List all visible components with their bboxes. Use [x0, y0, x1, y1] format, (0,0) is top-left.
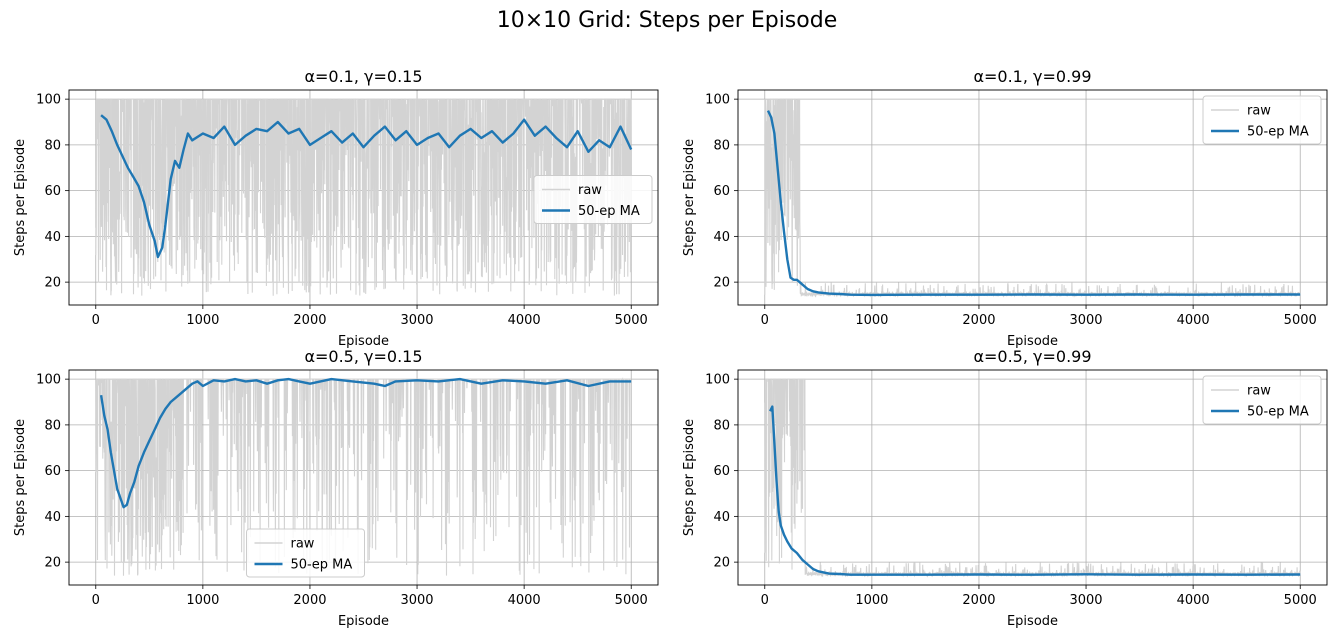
- legend-label: raw: [578, 183, 602, 198]
- y-tick-label: 60: [713, 464, 730, 479]
- legend-label: 50-ep MA: [1247, 405, 1309, 420]
- x-tick-label: 1000: [855, 313, 888, 328]
- x-tick-label: 1000: [855, 593, 888, 608]
- axes-frame: [737, 369, 1328, 586]
- ma-series-line: [766, 110, 1301, 297]
- y-tick-label: 40: [44, 230, 61, 245]
- y-tick-label: 40: [44, 510, 61, 525]
- y-tick-label: 100: [36, 373, 61, 388]
- x-tick-label: 3000: [1069, 313, 1102, 328]
- y-tick-label: 80: [44, 138, 61, 153]
- raw-series-line: [95, 98, 632, 296]
- ma-series-line: [769, 405, 1301, 576]
- axes-frame: [68, 369, 659, 586]
- x-tick-label: 2000: [962, 593, 995, 608]
- x-tick-label: 2000: [293, 313, 326, 328]
- y-tick-label: 20: [44, 276, 61, 291]
- ma-series-line: [99, 377, 632, 509]
- x-tick-label: 4000: [1177, 313, 1210, 328]
- x-tick-label: 5000: [615, 593, 648, 608]
- x-tick-label: 4000: [508, 313, 541, 328]
- y-axis-label: Steps per Episode: [13, 419, 28, 536]
- subplot-title: α=0.1, γ=0.15: [304, 67, 422, 86]
- raw-series-line: [95, 377, 632, 576]
- x-tick-label: 2000: [293, 593, 326, 608]
- axes-frame: [68, 89, 659, 306]
- subplot-4: 0 1000 2000 3000 4000 5000 20 40 60 80 100 α=0.5, γ…: [682, 347, 1328, 629]
- legend-label: 50-ep MA: [291, 558, 353, 573]
- x-tick-label: 4000: [508, 593, 541, 608]
- y-tick-label: 60: [44, 184, 61, 199]
- subplot-2: 0 1000 2000 3000 4000 5000 20 40 60 80 100 α=0.1, γ…: [682, 67, 1328, 349]
- x-axis-label: Episode: [338, 614, 389, 629]
- legend: raw 50-ep MA: [533, 175, 653, 224]
- y-axis-label: Steps per Episode: [682, 139, 697, 256]
- subplot-title: α=0.5, γ=0.99: [973, 347, 1091, 366]
- y-tick-label: 100: [705, 93, 730, 108]
- legend-label: 50-ep MA: [578, 204, 640, 219]
- x-tick-label: 1000: [186, 313, 219, 328]
- x-tick-label: 5000: [1284, 313, 1317, 328]
- ma-series-line: [100, 114, 633, 259]
- y-tick-label: 20: [44, 556, 61, 571]
- y-tick-label: 80: [713, 418, 730, 433]
- y-tick-label: 60: [713, 184, 730, 199]
- y-tick-label: 100: [705, 373, 730, 388]
- y-tick-label: 80: [44, 418, 61, 433]
- subplot-title: α=0.1, γ=0.99: [973, 67, 1091, 86]
- x-axis-label: Episode: [1007, 614, 1058, 629]
- subplot-3: 0 1000 2000 3000 4000 5000 20 40 60 80 100 α=0.5, γ…: [13, 347, 659, 629]
- y-tick-label: 60: [44, 464, 61, 479]
- y-tick-label: 40: [713, 510, 730, 525]
- y-tick-label: 80: [713, 138, 730, 153]
- x-tick-label: 0: [92, 593, 100, 608]
- x-tick-label: 3000: [1069, 593, 1102, 608]
- x-axis-label: Episode: [338, 334, 389, 349]
- legend: raw 50-ep MA: [1202, 95, 1322, 145]
- x-tick-label: 5000: [615, 313, 648, 328]
- x-tick-label: 0: [761, 593, 769, 608]
- x-axis-label: Episode: [1007, 334, 1058, 349]
- x-tick-label: 4000: [1177, 593, 1210, 608]
- legend: raw 50-ep MA: [246, 528, 365, 578]
- figure-title: 10×10 Grid: Steps per Episode: [497, 8, 837, 33]
- x-tick-label: 2000: [962, 313, 995, 328]
- legend-label: raw: [291, 537, 315, 552]
- legend-label: raw: [1247, 104, 1271, 119]
- subplot-1: 0 1000 2000 3000 4000 5000 20 40 60 80 100 α=0.1, γ…: [13, 67, 659, 349]
- x-tick-label: 0: [761, 313, 769, 328]
- y-tick-label: 40: [713, 230, 730, 245]
- axes-frame: [737, 89, 1328, 306]
- x-tick-label: 3000: [400, 593, 433, 608]
- subplot-title: α=0.5, γ=0.15: [304, 347, 422, 366]
- y-tick-label: 20: [713, 276, 730, 291]
- y-tick-label: 100: [36, 93, 61, 108]
- x-tick-label: 0: [92, 313, 100, 328]
- x-tick-label: 1000: [186, 593, 219, 608]
- y-axis-label: Steps per Episode: [682, 419, 697, 536]
- legend-label: 50-ep MA: [1247, 125, 1309, 140]
- x-tick-label: 5000: [1284, 593, 1317, 608]
- legend-label: raw: [1247, 384, 1271, 399]
- y-axis-label: Steps per Episode: [13, 139, 28, 256]
- y-tick-label: 20: [713, 556, 730, 571]
- x-tick-label: 3000: [400, 313, 433, 328]
- legend: raw 50-ep MA: [1202, 375, 1322, 425]
